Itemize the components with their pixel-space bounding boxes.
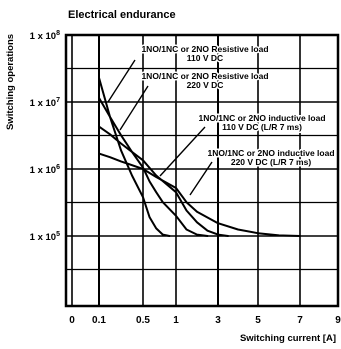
series-line-0 [98, 76, 171, 237]
y-tick-label-0: 1 x 108 [30, 30, 60, 42]
x-tick-label-6: 7 [297, 315, 303, 326]
series-line-1 [98, 96, 209, 237]
series-line-3 [98, 152, 301, 237]
y-axis-label: Switching operations [5, 34, 16, 130]
series-label-2-line-0: 1NO/1NC or 2NO inductive load [198, 113, 325, 123]
x-tick-label-0: 0 [69, 315, 75, 326]
series-label-0-line-1: 110 V DC [187, 53, 223, 63]
x-tick-label-4: 3 [215, 315, 221, 326]
series-leader-2 [159, 126, 206, 177]
chart-title: Electrical endurance [68, 9, 176, 21]
series-group [98, 76, 301, 237]
series-line-2 [98, 125, 229, 237]
series-label-3-line-0: 1NO/1NC or 2NO inductive load [207, 148, 334, 158]
y-tick-labels: 1 x 108 1 x 107 1 x 106 1 x 105 [30, 30, 60, 243]
series-label-1-line-1: 220 V DC [187, 80, 224, 90]
x-tick-label-1: 0.1 [92, 315, 106, 326]
series-leader-1 [119, 85, 149, 131]
x-tick-label-7: 9 [335, 315, 341, 326]
series-label-2-line-1: 110 V DC (L/R 7 ms) [222, 122, 302, 132]
x-tick-label-5: 5 [255, 315, 261, 326]
y-tick-label-2: 1 x 106 [30, 164, 60, 176]
x-tick-labels: 0 0.1 0.5 1 3 5 7 9 [69, 315, 341, 326]
x-axis-label: Switching current [A] [240, 333, 336, 344]
series-leader-0 [107, 59, 136, 103]
plot-border [64, 33, 340, 308]
series-label-0-line-0: 1NO/1NC or 2NO Resistive load [141, 44, 268, 54]
series-label-1-line-0: 1NO/1NC or 2NO Resistive load [141, 71, 268, 81]
x-tick-label-2: 0.5 [136, 315, 150, 326]
series-label-3-line-1: 220 V DC (L/R 7 ms) [231, 157, 311, 167]
y-tick-label-3: 1 x 105 [30, 231, 60, 243]
y-tick-label-1: 1 x 107 [30, 97, 60, 109]
x-tick-label-3: 1 [173, 315, 179, 326]
series-leader-3 [189, 161, 213, 196]
